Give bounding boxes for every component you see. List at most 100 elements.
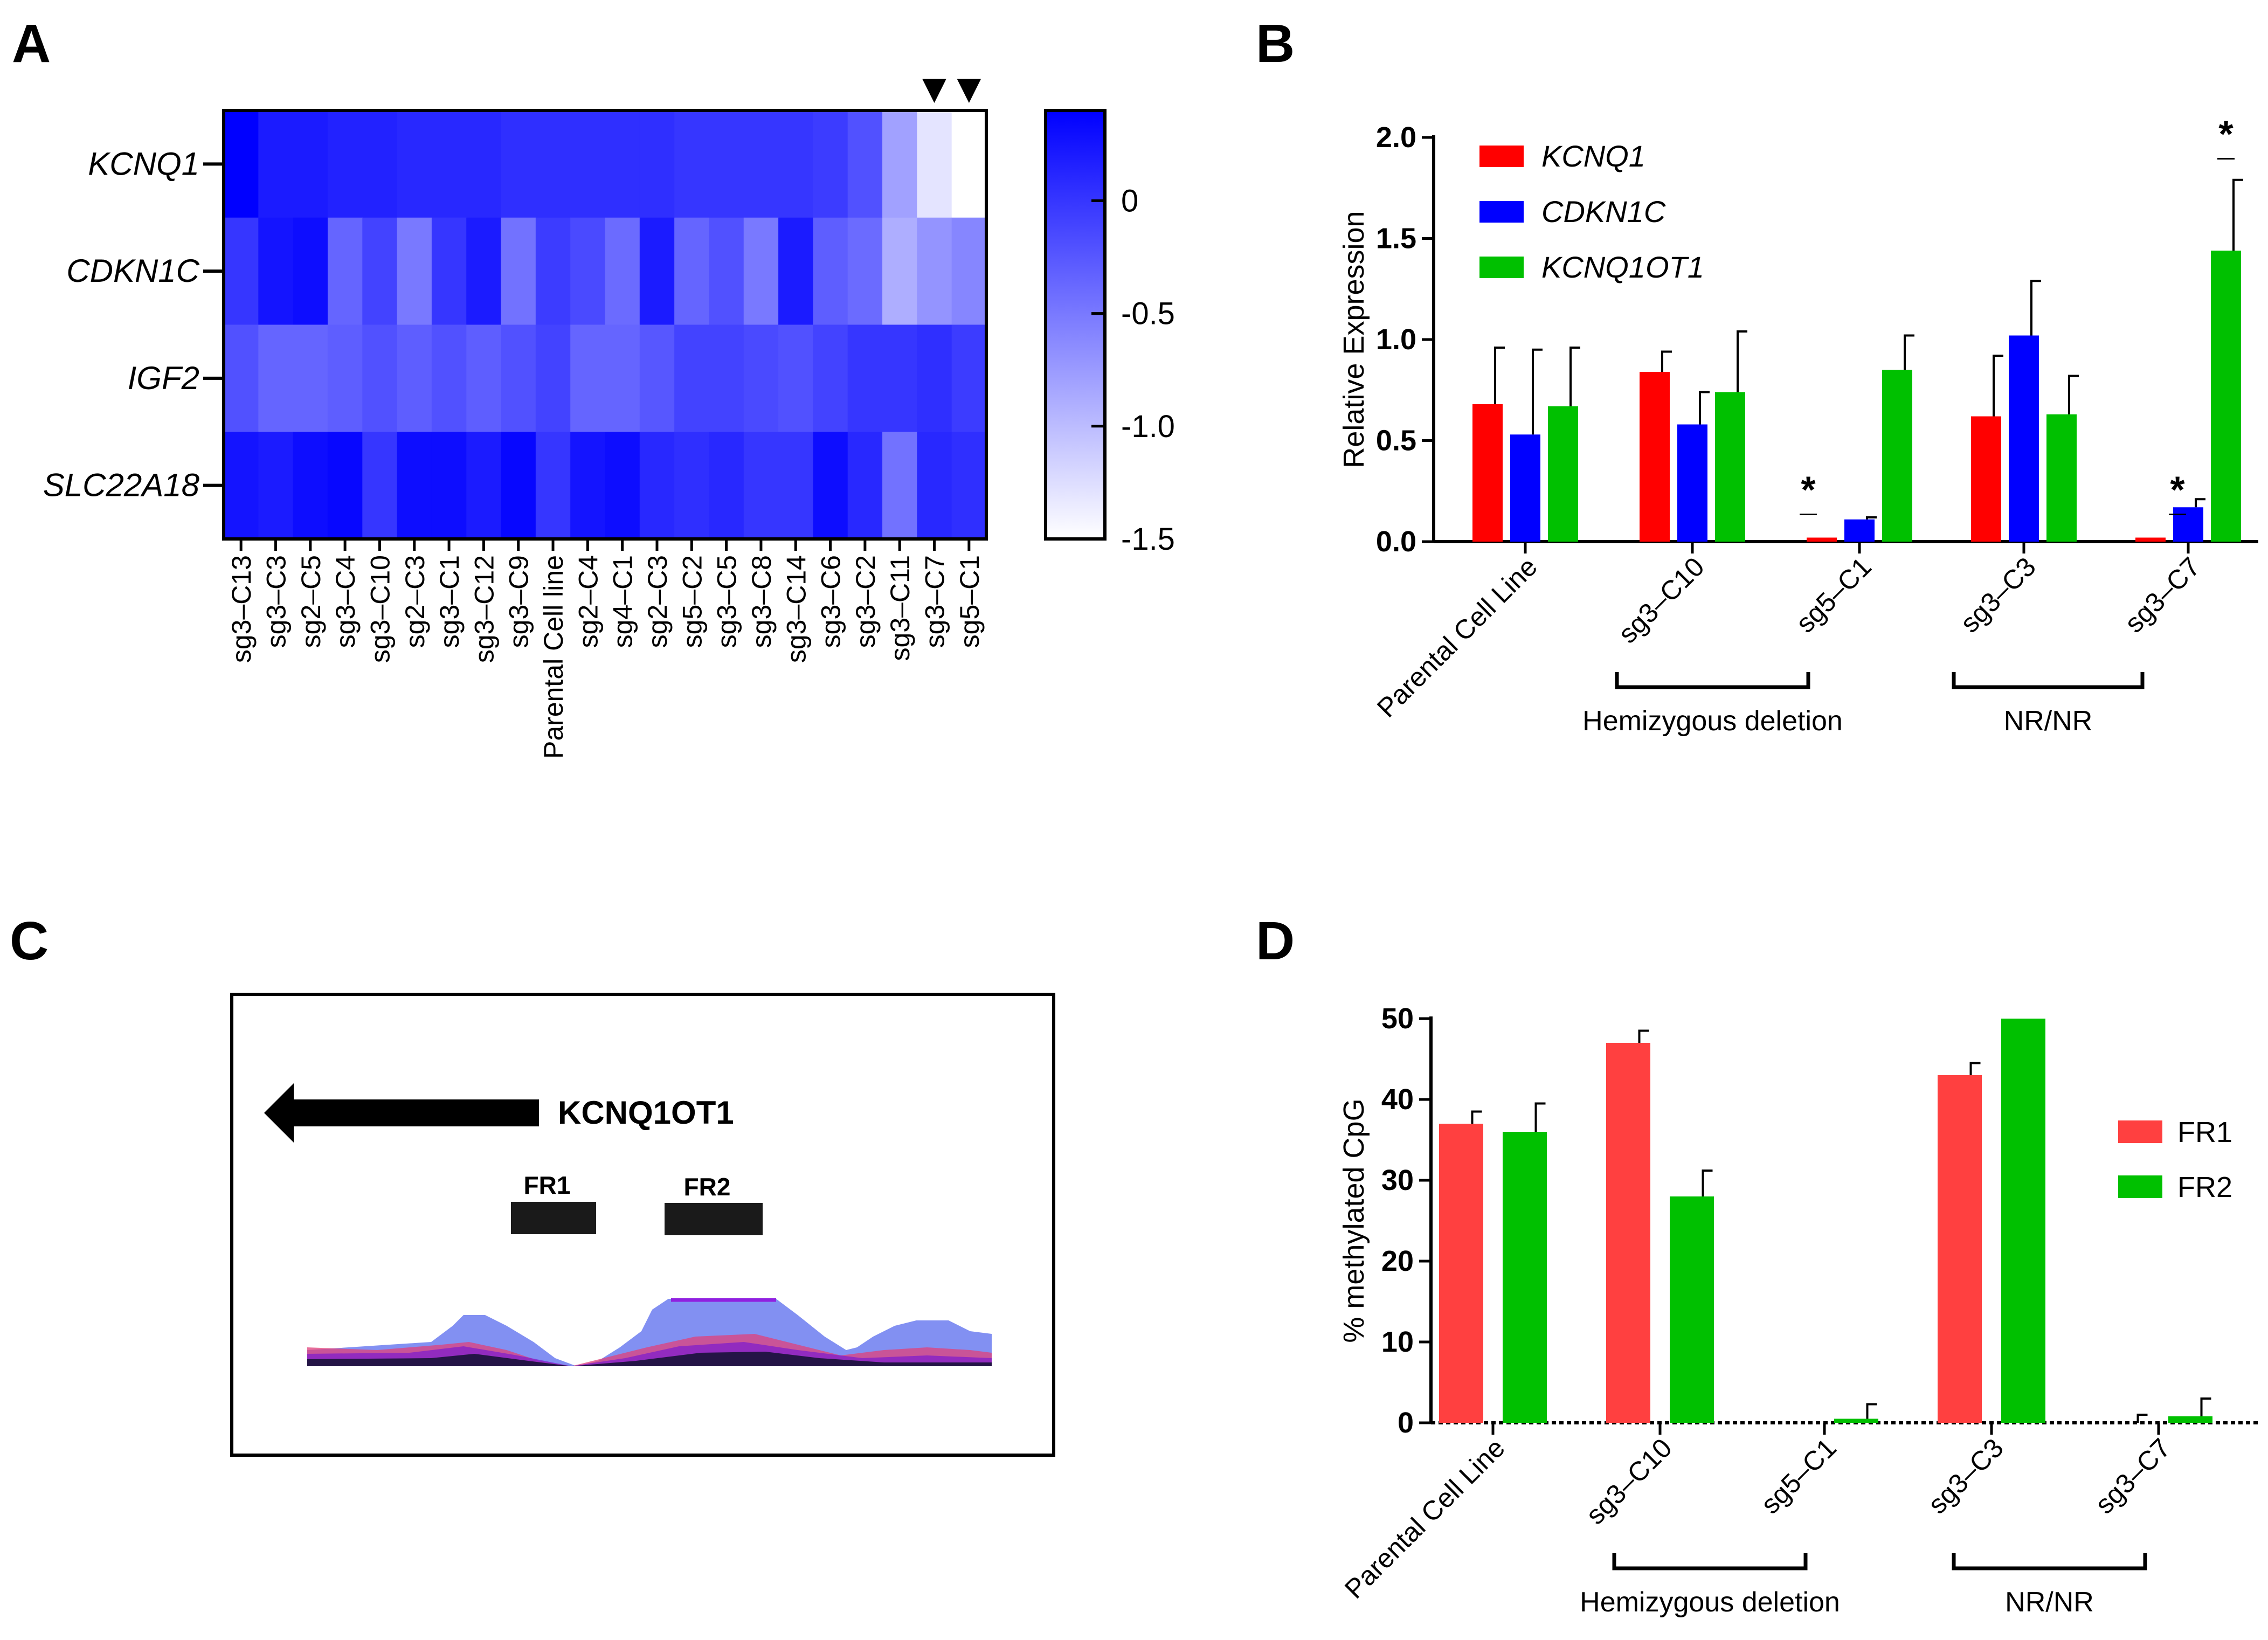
heatmap-cell [813,110,848,218]
heatmap-cell [535,217,571,326]
heatmap-cell [951,324,987,432]
heatmap-cell [709,324,744,432]
heatmap-col-label: sg3–C4 [330,555,361,648]
fragment-label-fr1: FR1 [524,1171,571,1199]
heatmap-cell [224,217,259,326]
heatmap-cell [397,324,432,432]
heatmap-cell [258,432,294,539]
heatmap-cell [327,110,363,218]
heatmap-cell [847,324,883,432]
heatmap-col-label: sg2–C5 [296,555,326,648]
heatmap-cell [362,324,398,432]
x-tick-label: Parental Cell Line [1339,1433,1511,1604]
heatmap-cell [466,110,502,218]
heatmap-cell [570,110,606,218]
heatmap-cell [674,324,710,432]
group-bracket-label: NR/NR [2005,1587,2094,1618]
heatmap-row-labels: KCNQ1 CDKN1C IGF2 SLC22A18 [43,146,224,503]
heatmap-col-label: sg3–C13 [226,555,257,663]
y-tick-label: 1.0 [1376,323,1416,356]
bar-kcnq1ot1 [1882,370,1912,542]
heatmap-cell [813,217,848,326]
heatmap-cell [951,432,987,539]
y-axis-label: % methylated CpG [1338,1098,1370,1343]
heatmap-cells [222,109,988,541]
heatmap-row-label: SLC22A18 [43,467,200,503]
legend-label: CDKN1C [1541,195,1666,229]
heatmap-cell [743,324,779,432]
heatmap-cell [813,324,848,432]
heatmap-cell [258,110,294,218]
heatmap-cell [431,110,467,218]
bar-kcnq1 [1472,404,1503,542]
heatmap-cell [639,324,675,432]
heatmap-cell [224,432,259,539]
heatmap-row-label: IGF2 [128,360,199,396]
heatmap-cell [882,217,917,326]
bar-fr2 [1503,1132,1547,1423]
significance-star: * [2170,469,2185,511]
x-tick-label: sg5–C1 [1755,1433,1842,1519]
heatmap-cell [431,217,467,326]
heatmap-col-label: sg3–C1 [434,555,465,648]
bar-kcnq1 [2135,537,2166,542]
group-bracket [1612,1553,1808,1570]
colorbar-bar [1044,109,1107,541]
heatmap-cell [293,324,328,432]
heatmap-cell [362,217,398,326]
heatmap-cell [639,110,675,218]
heatmap-col-label: sg2–C4 [573,555,603,648]
y-tick-label: 50 [1381,1002,1414,1035]
bar-fr2 [2001,1019,2045,1423]
y-tick-label: 30 [1381,1164,1414,1196]
heatmap-cell [778,110,814,218]
y-tick-label: 40 [1381,1083,1414,1116]
x-tick-label: sg3–C10 [1580,1433,1678,1530]
heatmap-cell [431,432,467,539]
heatmap-cell [813,432,848,539]
bar-fr2 [2168,1416,2212,1423]
colorbar-tick-label: -0.5 [1121,296,1175,331]
bar-cdkn1c [1844,519,1875,542]
heatmap-cell [605,217,640,326]
heatmap-colorbar: 0 -0.5 -1.0 -1.5 [1044,109,1175,557]
heatmap-cell [362,432,398,539]
legend-swatch-fr2 [2118,1175,2162,1198]
y-axis-label: Relative Expression [1338,211,1370,468]
heatmap-cell [224,324,259,432]
bar-fr1 [1439,1124,1483,1423]
heatmap-cell [917,217,952,326]
bar-cdkn1c [2173,507,2203,542]
x-tick-label: Parental Cell Line [1371,551,1543,723]
heatmap-cell [293,432,328,539]
heatmap-cell [847,110,883,218]
coverage-panel-c: KCNQ1OT1 FR1 FR2 [230,993,1055,1457]
x-tick-label: sg3–C7 [2119,551,2205,638]
heatmap-cell [743,432,779,539]
heatmap-border [222,109,988,541]
bar-kcnq1 [1807,537,1837,542]
fragment-box-fr2 [665,1203,763,1235]
heatmap-cell [466,432,502,539]
bar-kcnq1ot1 [2046,414,2077,542]
heatmap-cell [709,110,744,218]
heatmap-cell [501,217,536,326]
heatmap-col-label: sg3–C10 [365,555,395,663]
colorbar-tick-label: 0 [1121,183,1138,218]
y-tick-label: 20 [1381,1245,1414,1277]
heatmap-cell [293,110,328,218]
heatmap-cell [917,324,952,432]
heatmap-cell [639,217,675,326]
heatmap-cell [327,432,363,539]
legend-label: KCNQ1 [1541,139,1645,173]
colorbar-tick-label: -1.5 [1121,522,1175,557]
heatmap-cell [258,324,294,432]
group-bracket-label: Hemizygous deletion [1582,705,1843,737]
y-tick-label: 0 [1398,1407,1414,1439]
heatmap-cell [605,324,640,432]
heatmap-col-label: sg3–C2 [850,555,881,648]
legend-swatch-kcnq1ot1 [1479,257,1524,278]
heatmap-col-label: sg3–C11 [885,555,915,661]
y-tick-label: 10 [1381,1326,1414,1358]
